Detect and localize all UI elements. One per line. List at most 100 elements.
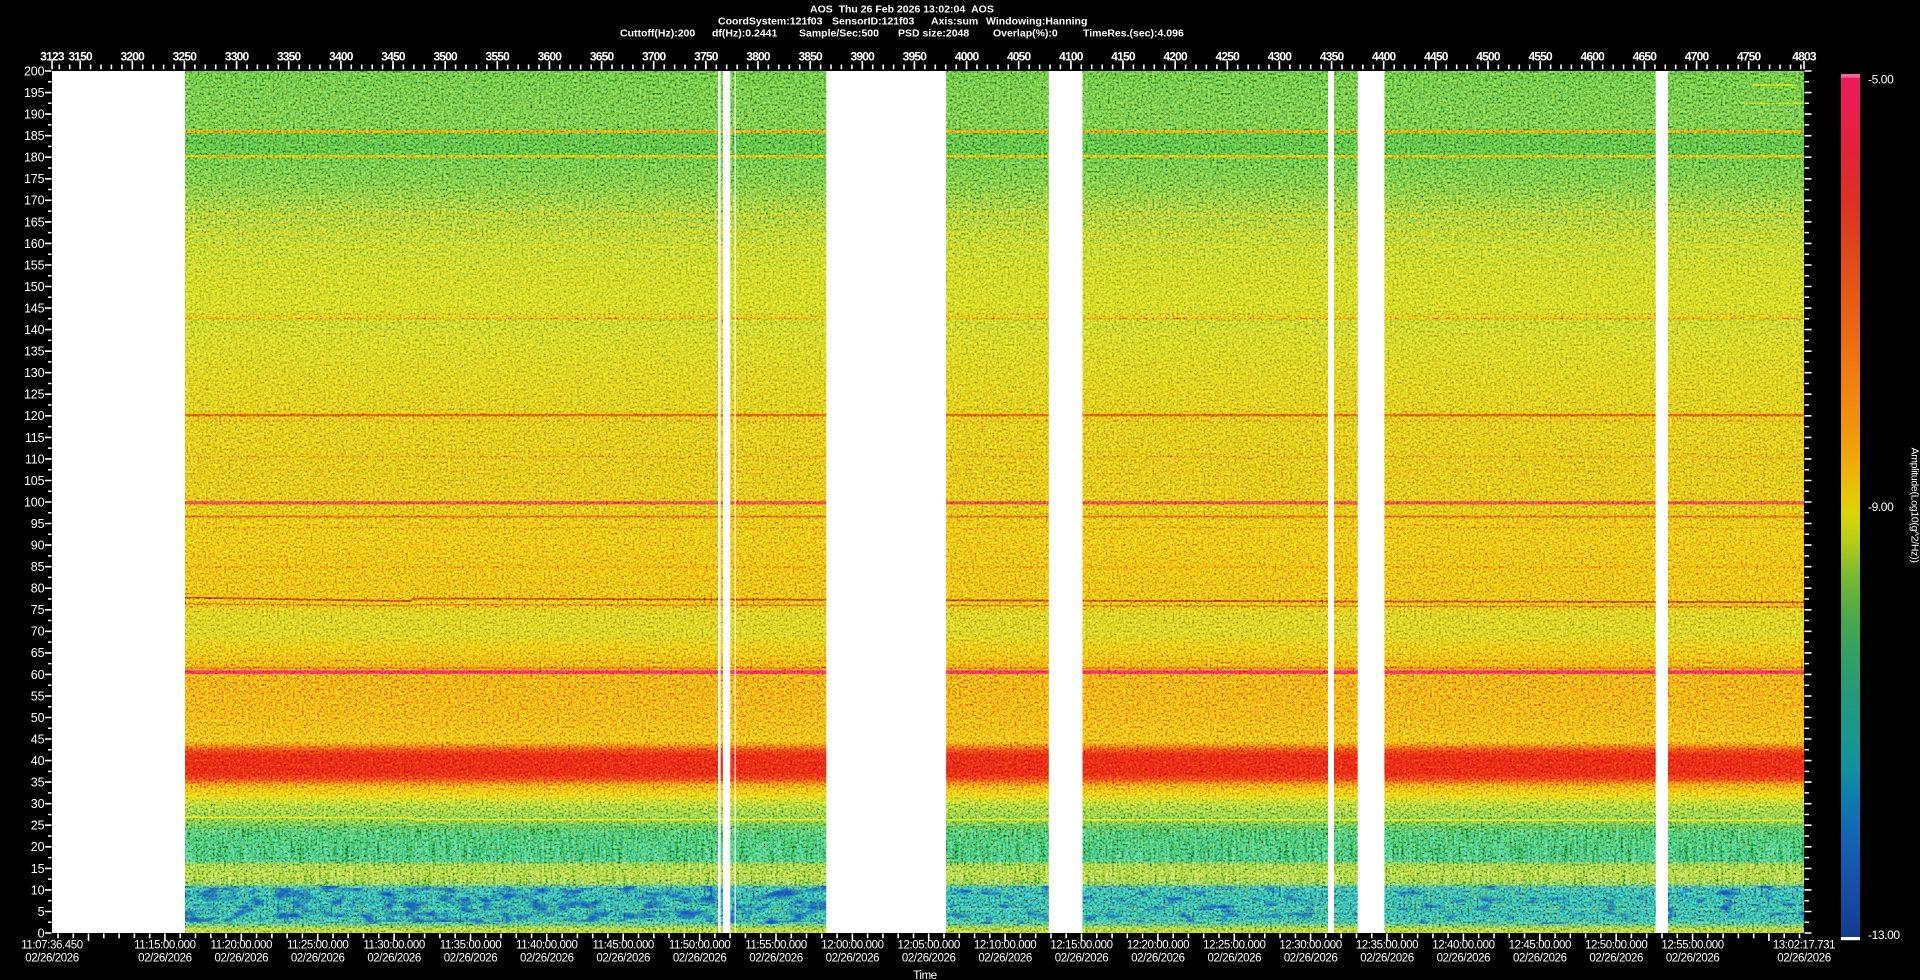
svg-text:195: 195 [24, 86, 45, 100]
svg-text:11:15:00.000: 11:15:00.000 [134, 940, 196, 952]
svg-text:185: 185 [24, 129, 45, 143]
svg-text:Axis:sum: Axis:sum [931, 16, 978, 28]
svg-text:02/26/2026: 02/26/2026 [1284, 953, 1338, 965]
svg-text:175: 175 [24, 172, 45, 186]
svg-text:11:50:00.000: 11:50:00.000 [669, 940, 731, 952]
svg-text:70: 70 [31, 625, 45, 639]
svg-text:02/26/2026: 02/26/2026 [291, 953, 345, 965]
svg-text:-9.00: -9.00 [1868, 500, 1894, 514]
svg-text:02/26/2026: 02/26/2026 [1666, 953, 1720, 965]
svg-text:02/26/2026: 02/26/2026 [826, 953, 880, 965]
svg-text:02/26/2026: 02/26/2026 [1437, 953, 1491, 965]
svg-text:4300: 4300 [1268, 50, 1293, 64]
svg-text:50: 50 [31, 711, 45, 725]
svg-text:Sample/Sec:500: Sample/Sec:500 [799, 28, 879, 40]
svg-text:12:00:00.000: 12:00:00.000 [821, 940, 883, 952]
svg-text:4500: 4500 [1476, 50, 1501, 64]
svg-text:11:30:00.000: 11:30:00.000 [363, 940, 425, 952]
svg-text:130: 130 [24, 366, 45, 380]
svg-text:Amplitude(Log10(g^2/Hz)): Amplitude(Log10(g^2/Hz)) [1909, 447, 1920, 562]
svg-text:02/26/2026: 02/26/2026 [596, 953, 650, 965]
svg-text:02/26/2026: 02/26/2026 [520, 953, 574, 965]
svg-text:15: 15 [31, 862, 45, 876]
svg-text:75: 75 [31, 603, 45, 617]
svg-text:3600: 3600 [538, 50, 563, 64]
svg-text:3550: 3550 [486, 50, 511, 64]
svg-text:100: 100 [24, 495, 45, 509]
svg-text:140: 140 [24, 323, 45, 337]
svg-text:200: 200 [24, 64, 45, 78]
svg-text:4750: 4750 [1737, 50, 1762, 64]
svg-text:170: 170 [24, 194, 45, 208]
svg-text:3950: 3950 [903, 50, 928, 64]
svg-text:180: 180 [24, 151, 45, 165]
svg-text:4400: 4400 [1372, 50, 1397, 64]
svg-text:11:45:00.000: 11:45:00.000 [592, 940, 654, 952]
svg-text:5: 5 [38, 905, 45, 919]
svg-text:11:20:00.000: 11:20:00.000 [211, 940, 273, 952]
svg-text:65: 65 [31, 646, 45, 660]
svg-text:-5.00: -5.00 [1868, 73, 1894, 87]
svg-text:Cuttoff(Hz):200: Cuttoff(Hz):200 [620, 28, 695, 40]
svg-text:4350: 4350 [1320, 50, 1345, 64]
svg-text:11:35:00.000: 11:35:00.000 [440, 940, 502, 952]
svg-text:Windowing:Hanning: Windowing:Hanning [986, 16, 1087, 28]
svg-text:02/26/2026: 02/26/2026 [1131, 953, 1185, 965]
svg-text:Time: Time [913, 970, 937, 980]
svg-text:CoordSystem:121f03: CoordSystem:121f03 [718, 16, 823, 28]
svg-text:4700: 4700 [1685, 50, 1710, 64]
svg-text:02/26/2026: 02/26/2026 [902, 953, 956, 965]
svg-text:0: 0 [38, 926, 45, 940]
svg-text:125: 125 [24, 388, 45, 402]
svg-text:110: 110 [25, 452, 45, 466]
svg-text:12:25:00.000: 12:25:00.000 [1203, 940, 1265, 952]
svg-text:3123: 3123 [40, 50, 65, 64]
svg-text:80: 80 [31, 582, 45, 596]
svg-text:3850: 3850 [798, 50, 823, 64]
svg-text:3350: 3350 [277, 50, 302, 64]
svg-text:4803: 4803 [1792, 50, 1817, 64]
svg-text:TimeRes.(sec):4.096: TimeRes.(sec):4.096 [1083, 28, 1184, 40]
svg-text:13:02:17.731: 13:02:17.731 [1773, 940, 1835, 952]
svg-text:12:05:00.000: 12:05:00.000 [898, 940, 960, 952]
svg-text:115: 115 [25, 431, 45, 445]
svg-text:20: 20 [31, 840, 45, 854]
svg-text:02/26/2026: 02/26/2026 [1777, 953, 1831, 965]
svg-text:12:50:00.000: 12:50:00.000 [1585, 940, 1647, 952]
svg-text:4150: 4150 [1111, 50, 1136, 64]
svg-text:3750: 3750 [694, 50, 719, 64]
svg-text:df(Hz):0.2441: df(Hz):0.2441 [712, 28, 778, 40]
svg-text:155: 155 [24, 258, 45, 272]
svg-text:12:40:00.000: 12:40:00.000 [1432, 940, 1494, 952]
svg-text:02/26/2026: 02/26/2026 [1589, 953, 1643, 965]
svg-text:3450: 3450 [381, 50, 406, 64]
svg-text:4450: 4450 [1424, 50, 1449, 64]
svg-text:02/26/2026: 02/26/2026 [25, 953, 79, 965]
svg-text:4650: 4650 [1633, 50, 1658, 64]
svg-text:4550: 4550 [1528, 50, 1553, 64]
svg-text:105: 105 [24, 474, 45, 488]
svg-text:85: 85 [31, 560, 45, 574]
svg-text:45: 45 [31, 732, 45, 746]
svg-text:3250: 3250 [173, 50, 198, 64]
svg-text:165: 165 [24, 215, 45, 229]
svg-text:PSD size:2048: PSD size:2048 [898, 28, 969, 40]
svg-text:12:35:00.000: 12:35:00.000 [1356, 940, 1418, 952]
svg-text:11:07:36.450: 11:07:36.450 [21, 940, 83, 952]
svg-text:02/26/2026: 02/26/2026 [1208, 953, 1262, 965]
svg-text:12:55:00.000: 12:55:00.000 [1661, 940, 1723, 952]
svg-text:3300: 3300 [225, 50, 250, 64]
svg-text:12:10:00.000: 12:10:00.000 [974, 940, 1036, 952]
svg-text:11:25:00.000: 11:25:00.000 [287, 940, 349, 952]
svg-text:3400: 3400 [329, 50, 354, 64]
svg-text:150: 150 [24, 280, 45, 294]
svg-text:160: 160 [24, 237, 45, 251]
svg-text:120: 120 [24, 409, 45, 423]
svg-text:02/26/2026: 02/26/2026 [1055, 953, 1109, 965]
svg-text:60: 60 [31, 668, 45, 682]
svg-text:02/26/2026: 02/26/2026 [138, 953, 192, 965]
svg-text:3500: 3500 [433, 50, 458, 64]
svg-text:4000: 4000 [955, 50, 980, 64]
svg-text:3800: 3800 [746, 50, 771, 64]
svg-text:35: 35 [31, 776, 45, 790]
